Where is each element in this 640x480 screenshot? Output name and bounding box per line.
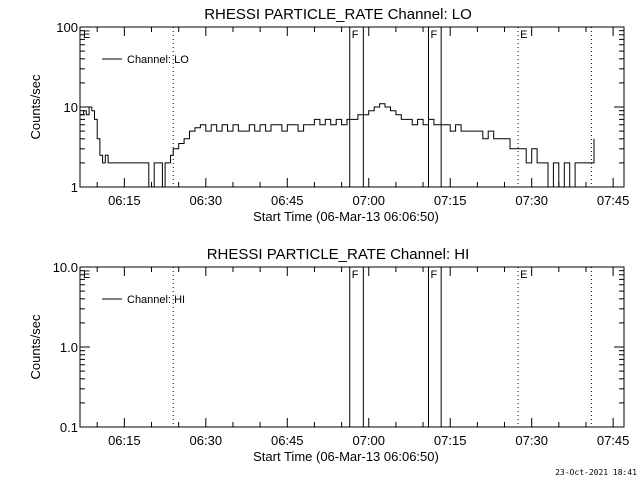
panel-2-x-axis-label: Start Time (06-Mar-13 06:06:50) [253, 449, 439, 464]
panel-1-marker-label: E [83, 29, 90, 41]
panel-2-marker-label: E [83, 269, 90, 281]
panel-2: RHESSI PARTICLE_RATE Channel: HI Start Ti… [28, 246, 629, 464]
panel-1-x-tick-label: 06:45 [271, 193, 304, 208]
panel-2-x-tick-label: 07:00 [352, 433, 385, 448]
panel-2-marker-label: F [430, 269, 437, 281]
panel-1-x-tick-label: 07:45 [597, 193, 630, 208]
panel-2-y-axis-label: Counts/sec [28, 314, 43, 380]
panel-2-legend-label: Channel: HI [127, 294, 185, 306]
panel-1-x-axis-label: Start Time (06-Mar-13 06:06:50) [253, 209, 439, 224]
panel-2-plot-frame [79, 266, 625, 428]
panel-2-x-tick-label: 07:15 [434, 433, 467, 448]
panel-2-x-tick-label: 06:45 [271, 433, 304, 448]
panel-2-marker-label: E [520, 269, 527, 281]
panel-1-title: RHESSI PARTICLE_RATE Channel: LO [204, 6, 472, 23]
panel-2-title: RHESSI PARTICLE_RATE Channel: HI [207, 246, 470, 263]
panel-1-y-tick-label: 1 [71, 180, 78, 195]
panel-2-x-tick-label: 07:45 [597, 433, 630, 448]
panel-1-marker-label: F [352, 29, 359, 41]
panel-1-x-tick-label: 06:30 [190, 193, 223, 208]
footer-timestamp: 23-Oct-2021 18:41 [555, 468, 637, 477]
panel-2-marker-label: F [352, 269, 359, 281]
panel-2-x-tick-label: 06:30 [190, 433, 223, 448]
panel-1-series-line [80, 103, 595, 188]
panel-1-x-tick-label: 07:15 [434, 193, 467, 208]
panel-2-y-tick-label: 1.0 [60, 340, 78, 355]
panel-1-y-tick-label: 10 [64, 100, 78, 115]
panel-2-y-tick-label: 10.0 [53, 260, 78, 275]
panel-1-y-axis-label: Counts/sec [28, 74, 43, 140]
panel-1-y-tick-label: 100 [56, 20, 78, 35]
panel-1: RHESSI PARTICLE_RATE Channel: LO Start Ti… [28, 6, 629, 224]
panel-2-x-tick-label: 07:30 [515, 433, 548, 448]
panel-2-y-tick-label: 0.1 [60, 420, 78, 435]
panel-1-x-tick-label: 06:15 [108, 193, 141, 208]
panel-1-marker-label: F [430, 29, 437, 41]
panel-1-x-tick-label: 07:00 [352, 193, 385, 208]
panel-2-x-tick-label: 06:15 [108, 433, 141, 448]
panel-1-legend-label: Channel: LO [127, 54, 189, 66]
panel-1-x-tick-label: 07:30 [515, 193, 548, 208]
panel-1-marker-label: E [520, 29, 527, 41]
